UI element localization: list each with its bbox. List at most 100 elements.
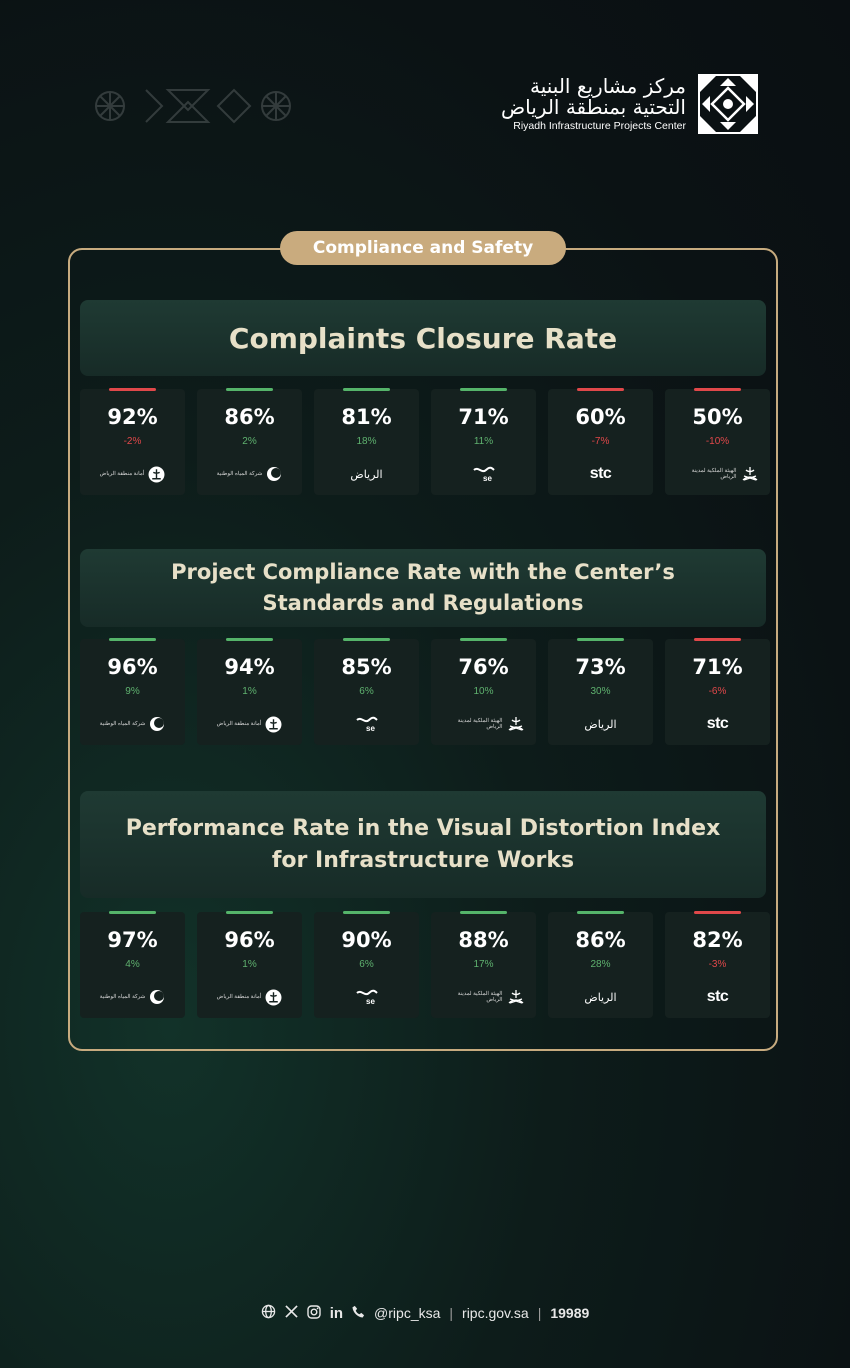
organization-logo: sese — [431, 463, 536, 485]
metric-change: -6% — [708, 686, 727, 697]
organization-label: شركة المياه الوطنية — [99, 994, 146, 1000]
organization-label: الهيئة الملكية لمدينة الرياض — [457, 991, 503, 1003]
section-title-project-compliance: Project Compliance Rate with the Center’… — [80, 549, 766, 627]
ripc-emblem-icon — [698, 74, 758, 134]
metric-change: 9% — [125, 686, 140, 697]
decorative-pattern — [95, 88, 291, 124]
website-link[interactable]: ripc.gov.sa — [462, 1305, 529, 1321]
metric-card-row: 96% 9% شركة المياه الوطنية 94% 1% أمانة منطقة… — [80, 638, 770, 745]
metric-value: 50% — [692, 405, 743, 429]
globe-icon[interactable] — [261, 1304, 276, 1322]
svg-text:se: se — [366, 997, 375, 1006]
saudi-electricity-icon: se — [355, 988, 379, 1006]
national-water-company-icon — [149, 989, 165, 1005]
riyadh-municipality-emblem-icon — [265, 716, 282, 733]
divider: | — [449, 1305, 454, 1321]
metric-card: 73% 30% الرياض — [548, 638, 653, 745]
organization-logo: الرياض — [314, 463, 419, 485]
metric-value: 96% — [224, 928, 275, 952]
trend-up-bar — [343, 911, 390, 914]
trend-down-bar — [694, 638, 741, 641]
organization-label: stc — [706, 988, 729, 1005]
section-title-line: Standards and Regulations — [262, 591, 584, 615]
trend-down-bar — [694, 388, 741, 391]
metric-value: 92% — [107, 405, 158, 429]
metric-card: 82% -3% stc — [665, 911, 770, 1018]
organization-logo: أمانة منطقة الرياض — [80, 463, 185, 485]
metric-change: 10% — [473, 686, 494, 697]
metric-change: 6% — [359, 959, 374, 970]
section-title-line: Project Compliance Rate with the Center’… — [171, 560, 675, 584]
metric-card: 71% -6% stc — [665, 638, 770, 745]
organization-logo: شركة المياه الوطنية — [80, 986, 185, 1008]
x-icon[interactable] — [285, 1305, 298, 1321]
social-handle[interactable]: @ripc_ksa — [374, 1305, 441, 1321]
divider: | — [537, 1305, 542, 1321]
metric-value: 90% — [341, 928, 392, 952]
linkedin-icon[interactable]: in — [329, 1304, 344, 1322]
organization-label: stc — [706, 715, 729, 732]
organization-label: الرياض — [584, 717, 617, 731]
section-title-line: Performance Rate in the Visual Distortio… — [125, 815, 721, 841]
saudi-electricity-icon: se — [472, 465, 496, 483]
trend-up-bar — [577, 638, 624, 641]
organization-logo: stc — [548, 463, 653, 485]
metric-card: 96% 9% شركة المياه الوطنية — [80, 638, 185, 745]
metric-change: -3% — [708, 959, 727, 970]
metric-change: 2% — [242, 436, 257, 447]
metric-value: 86% — [575, 928, 626, 952]
instagram-icon[interactable] — [307, 1304, 321, 1322]
metric-change: -7% — [591, 436, 610, 447]
metric-value: 86% — [224, 405, 275, 429]
metric-value: 82% — [692, 928, 743, 952]
metric-card: 50% -10% الهيئة الملكية لمدينة الرياض — [665, 388, 770, 495]
trend-up-bar — [109, 638, 156, 641]
svg-text:se: se — [483, 474, 492, 483]
trend-down-bar — [694, 911, 741, 914]
organization-logo: stc — [665, 713, 770, 735]
metric-card: 90% 6% sese — [314, 911, 419, 1018]
trend-up-bar — [460, 911, 507, 914]
metric-card: 86% 28% الرياض — [548, 911, 653, 1018]
organization-label: أمانة منطقة الرياض — [99, 471, 145, 477]
metric-card: 71% 11% sese — [431, 388, 536, 495]
trend-up-bar — [343, 638, 390, 641]
organization-logo: sese — [314, 986, 419, 1008]
phone-icon[interactable] — [352, 1305, 365, 1321]
metric-card: 96% 1% أمانة منطقة الرياض — [197, 911, 302, 1018]
section-title-visual-distortion: Performance Rate in the Visual Distortio… — [80, 791, 766, 898]
trend-down-bar — [109, 388, 156, 391]
logo-text: مركز مشاريع البنية التحتية بمنطقة الرياض… — [500, 74, 686, 133]
footer-contact-bar: in @ripc_ksa | ripc.gov.sa | 19989 — [0, 1304, 850, 1322]
metric-value: 71% — [458, 405, 509, 429]
metric-card-row: 92% -2% أمانة منطقة الرياض 86% 2% شركة المياه… — [80, 388, 770, 495]
logo-arabic-line1: مركز مشاريع البنية — [529, 74, 686, 98]
organization-logo: الرياض — [548, 713, 653, 735]
metric-card: 81% 18% الرياض — [314, 388, 419, 495]
trend-up-bar — [460, 388, 507, 391]
national-water-company-icon — [266, 466, 282, 482]
metric-value: 97% — [107, 928, 158, 952]
phone-number[interactable]: 19989 — [550, 1305, 590, 1321]
organization-logo: الهيئة الملكية لمدينة الرياض — [665, 463, 770, 485]
organization-label: شركة المياه الوطنية — [99, 721, 146, 727]
organization-label: الهيئة الملكية لمدينة الرياض — [457, 718, 503, 730]
svg-text:se: se — [366, 724, 375, 733]
logo-arabic-line2: التحتية بمنطقة الرياض — [500, 95, 686, 119]
logo-english-name: Riyadh Infrastructure Projects Center — [513, 120, 686, 132]
metric-change: -2% — [123, 436, 142, 447]
ripc-logo: مركز مشاريع البنية التحتية بمنطقة الرياض… — [501, 74, 758, 134]
metric-value: 60% — [575, 405, 626, 429]
organization-label: الرياض — [350, 467, 383, 481]
metric-card: 92% -2% أمانة منطقة الرياض — [80, 388, 185, 495]
trend-up-bar — [343, 388, 390, 391]
metric-card: 94% 1% أمانة منطقة الرياض — [197, 638, 302, 745]
metric-change: -10% — [705, 436, 730, 447]
metric-change: 6% — [359, 686, 374, 697]
metric-value: 73% — [575, 655, 626, 679]
metric-change: 28% — [590, 959, 611, 970]
royal-commission-riyadh-icon — [507, 989, 525, 1005]
section-title-complaints-closure: Complaints Closure Rate — [80, 300, 766, 376]
metric-card: 86% 2% شركة المياه الوطنية — [197, 388, 302, 495]
organization-logo: شركة المياه الوطنية — [197, 463, 302, 485]
